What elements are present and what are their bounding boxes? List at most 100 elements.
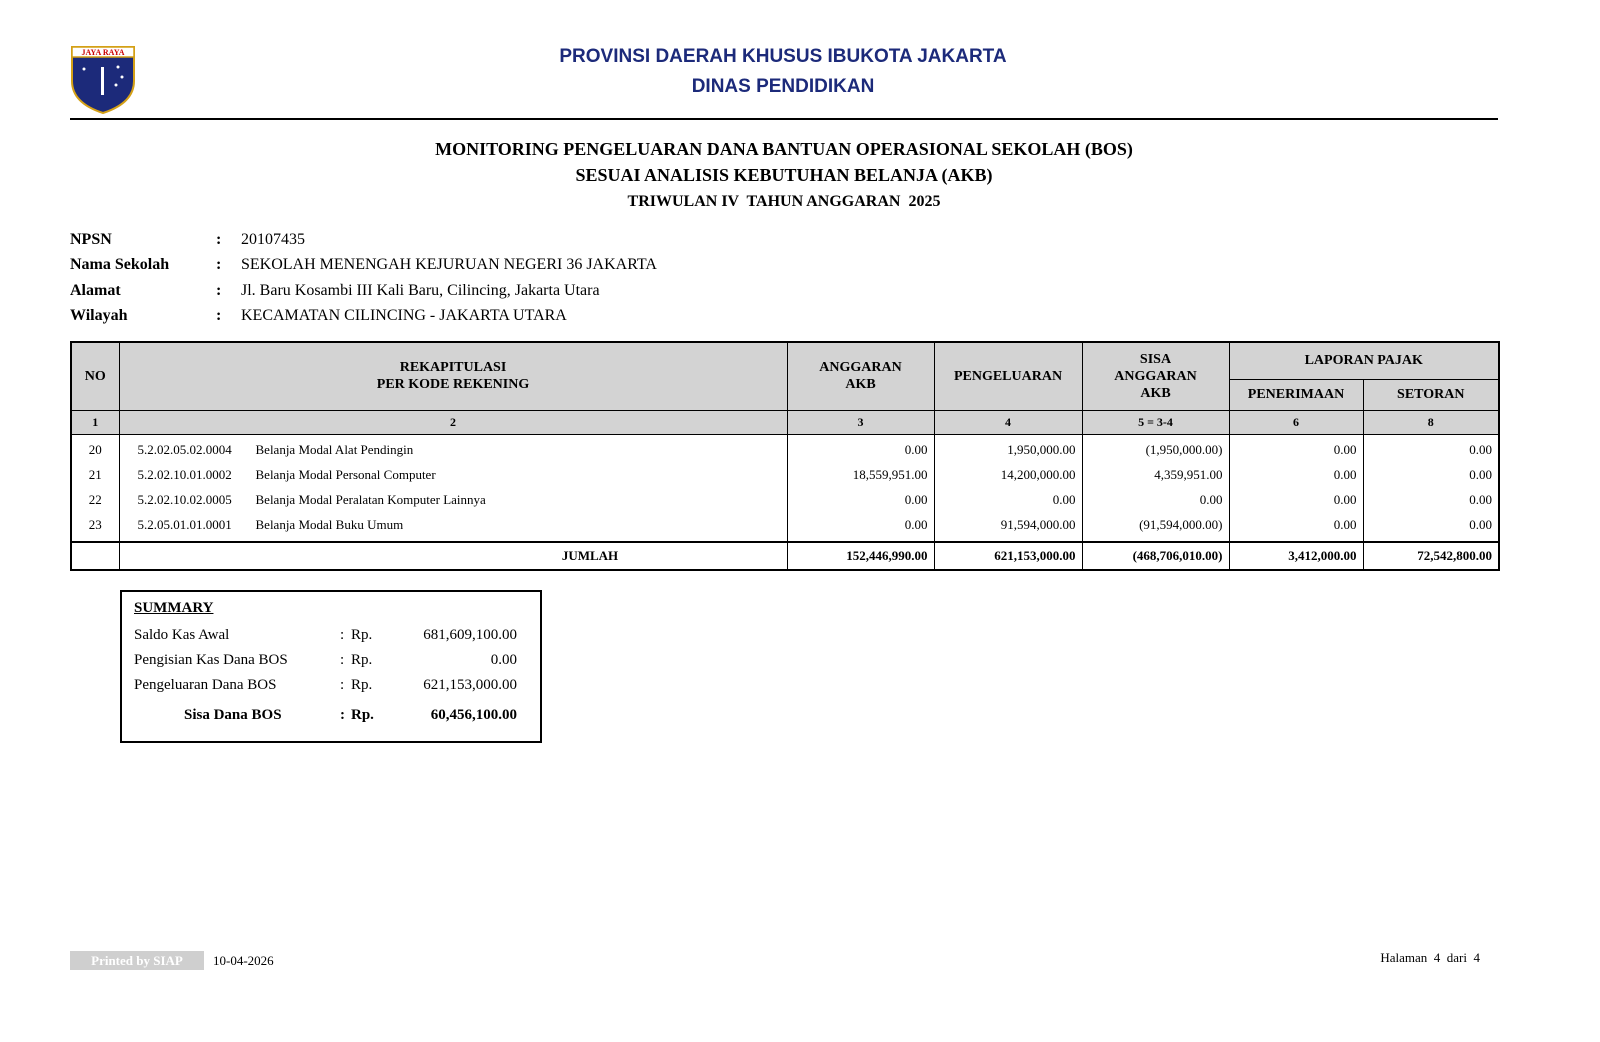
title-line1: MONITORING PENGELUARAN DANA BANTUAN OPER… — [435, 139, 1133, 159]
account-code: 5.2.02.10.02.0005 — [137, 492, 232, 507]
header-sisa: SISA ANGGARAN AKB — [1081, 341, 1230, 411]
page-number: Halaman 4 dari 4 — [1380, 950, 1480, 965]
title-line3: TRIWULAN IV TAHUN ANGGARAN 2025 — [627, 193, 941, 210]
column-number: 8 — [1362, 409, 1500, 435]
row-amount: 0.00 — [933, 487, 1083, 513]
info-label: Nama Sekolah — [70, 256, 170, 274]
summary-value: 681,609,100.00 — [423, 627, 517, 643]
row-account: 5.2.02.10.01.0002 Belanja Modal Personal … — [118, 462, 788, 488]
header-text: REKAPITULASI — [399, 360, 507, 376]
account-name: Belanja Modal Personal Computer — [255, 467, 436, 482]
row-amount: 0.00 — [1228, 434, 1364, 463]
header-no: NO — [70, 341, 120, 411]
row-amount: 0.00 — [1081, 487, 1230, 513]
summary-separator: : — [340, 677, 345, 693]
summary-currency: Rp. — [351, 652, 373, 668]
row-amount: 0.00 — [1228, 462, 1364, 488]
summary-title: SUMMARY — [134, 600, 214, 616]
table-row: 23 5.2.05.01.01.0001 Belanja Modal Buku Um… — [70, 512, 1500, 542]
row-no: 23 — [70, 512, 120, 542]
account-name: Belanja Modal Buku Umum — [255, 517, 404, 532]
row-account: 5.2.02.05.02.0004 Belanja Modal Alat Pend… — [118, 434, 788, 463]
table-row: 21 5.2.02.10.01.0002 Belanja Modal Persona… — [70, 462, 1500, 488]
row-amount: 14,200,000.00 — [933, 462, 1083, 488]
logo-text: JAYA RAYA — [81, 48, 124, 57]
summary-currency: Rp. — [351, 707, 374, 723]
summary-box: SUMMARY Saldo Kas Awal: Rp. 681,609,100.00… — [120, 590, 542, 743]
column-number: 6 — [1228, 409, 1364, 435]
row-amount: (91,594,000.00) — [1081, 512, 1230, 542]
info-separator: : — [216, 306, 222, 324]
total-row: JUMLAH 152,446,990.00 621,153,000.00 (468,7… — [70, 540, 1500, 570]
column-number: 2 — [118, 409, 788, 435]
account-code: 5.2.05.01.01.0001 — [137, 517, 232, 532]
row-amount: 0.00 — [1362, 434, 1500, 463]
header-text: SISA — [1139, 351, 1172, 367]
row-amount: 4,359,951.00 — [1081, 462, 1230, 488]
summary-currency: Rp. — [351, 677, 373, 693]
account-code: 5.2.02.10.01.0002 — [137, 467, 232, 482]
total-amount: (468,706,010.00) — [1081, 540, 1230, 570]
column-number: 1 — [70, 409, 120, 435]
summary-value: 0.00 — [490, 652, 517, 668]
row-amount: 0.00 — [786, 434, 935, 463]
total-amount: 152,446,990.00 — [786, 540, 935, 570]
row-amount: 0.00 — [1362, 462, 1500, 488]
header-penerimaan: PENERIMAAN — [1228, 378, 1364, 411]
row-amount: 0.00 — [786, 487, 935, 513]
summary-value: 60,456,100.00 — [430, 707, 517, 723]
summary-currency: Rp. — [351, 627, 373, 643]
row-amount: (1,950,000.00) — [1081, 434, 1230, 463]
row-amount: 18,559,951.00 — [786, 462, 935, 488]
total-amount: 3,412,000.00 — [1228, 540, 1364, 570]
summary-separator: : — [340, 707, 345, 723]
row-amount: 0.00 — [1228, 512, 1364, 542]
header-text: AKB — [845, 377, 876, 393]
title-line2: SESUAI ANALISIS KEBUTUHAN BELANJA (AKB) — [575, 165, 993, 185]
header-text: AKB — [1140, 385, 1171, 401]
header-text: PER KODE REKENING — [376, 377, 530, 393]
account-name: Belanja Modal Alat Pendingin — [255, 442, 414, 457]
header-pajak: LAPORAN PAJAK — [1228, 341, 1500, 380]
info-value: KECAMATAN CILINCING - JAKARTA UTARA — [241, 306, 567, 324]
table-row: 20 5.2.02.05.02.0004 Belanja Modal Alat Pe… — [70, 434, 1500, 463]
row-no: 21 — [70, 462, 120, 488]
total-amount: 621,153,000.00 — [933, 540, 1083, 570]
header-pengeluaran: PENGELUARAN — [933, 341, 1083, 411]
row-account: 5.2.05.01.01.0001 Belanja Modal Buku Umum — [118, 512, 788, 542]
info-value: 20107435 — [241, 231, 305, 248]
row-amount: 0.00 — [1362, 512, 1500, 542]
printed-by: Printed by SIAP — [70, 951, 204, 970]
account-name: Belanja Modal Peralatan Komputer Lainnya — [255, 492, 486, 507]
total-amount: 72,542,800.00 — [1362, 540, 1500, 570]
recap-table: NO REKAPITULASI PER KODE REKENING ANGGARA… — [70, 341, 1500, 571]
row-amount: 1,950,000.00 — [933, 434, 1083, 463]
info-separator: : — [216, 281, 222, 299]
header-text: ANGGARAN — [1114, 368, 1197, 384]
summary-label: Sisa Dana BOS — [184, 707, 282, 723]
total-label: JUMLAH — [118, 540, 788, 570]
row-account: 5.2.02.10.02.0005 Belanja Modal Peralatan… — [118, 487, 788, 513]
info-label: NPSN — [70, 231, 112, 248]
info-label: Alamat — [70, 281, 121, 299]
summary-separator: : — [340, 627, 345, 643]
summary-label: Pengeluaran Dana BOS — [134, 677, 277, 693]
header-line1: PROVINSI DAERAH KHUSUS IBUKOTA JAKARTA — [559, 46, 1007, 67]
info-value: Jl. Baru Kosambi III Kali Baru, Cilincin… — [241, 281, 600, 299]
summary-separator: : — [340, 652, 345, 668]
print-date: 10-04-2026 — [213, 953, 274, 968]
row-amount: 0.00 — [1228, 487, 1364, 513]
row-amount: 0.00 — [1362, 487, 1500, 513]
info-separator: : — [216, 256, 222, 274]
column-number: 5 = 3-4 — [1081, 409, 1230, 435]
info-value: SEKOLAH MENENGAH KEJURUAN NEGERI 36 JAKA… — [241, 256, 657, 274]
column-number: 3 — [786, 409, 935, 435]
total-empty — [70, 540, 120, 570]
header-rule — [70, 118, 1498, 120]
row-no: 20 — [70, 434, 120, 463]
logo: JAYA RAYA — [71, 46, 135, 115]
table-row: 22 5.2.02.10.02.0005 Belanja Modal Peralat… — [70, 487, 1500, 513]
header-setoran: SETORAN — [1362, 378, 1500, 411]
